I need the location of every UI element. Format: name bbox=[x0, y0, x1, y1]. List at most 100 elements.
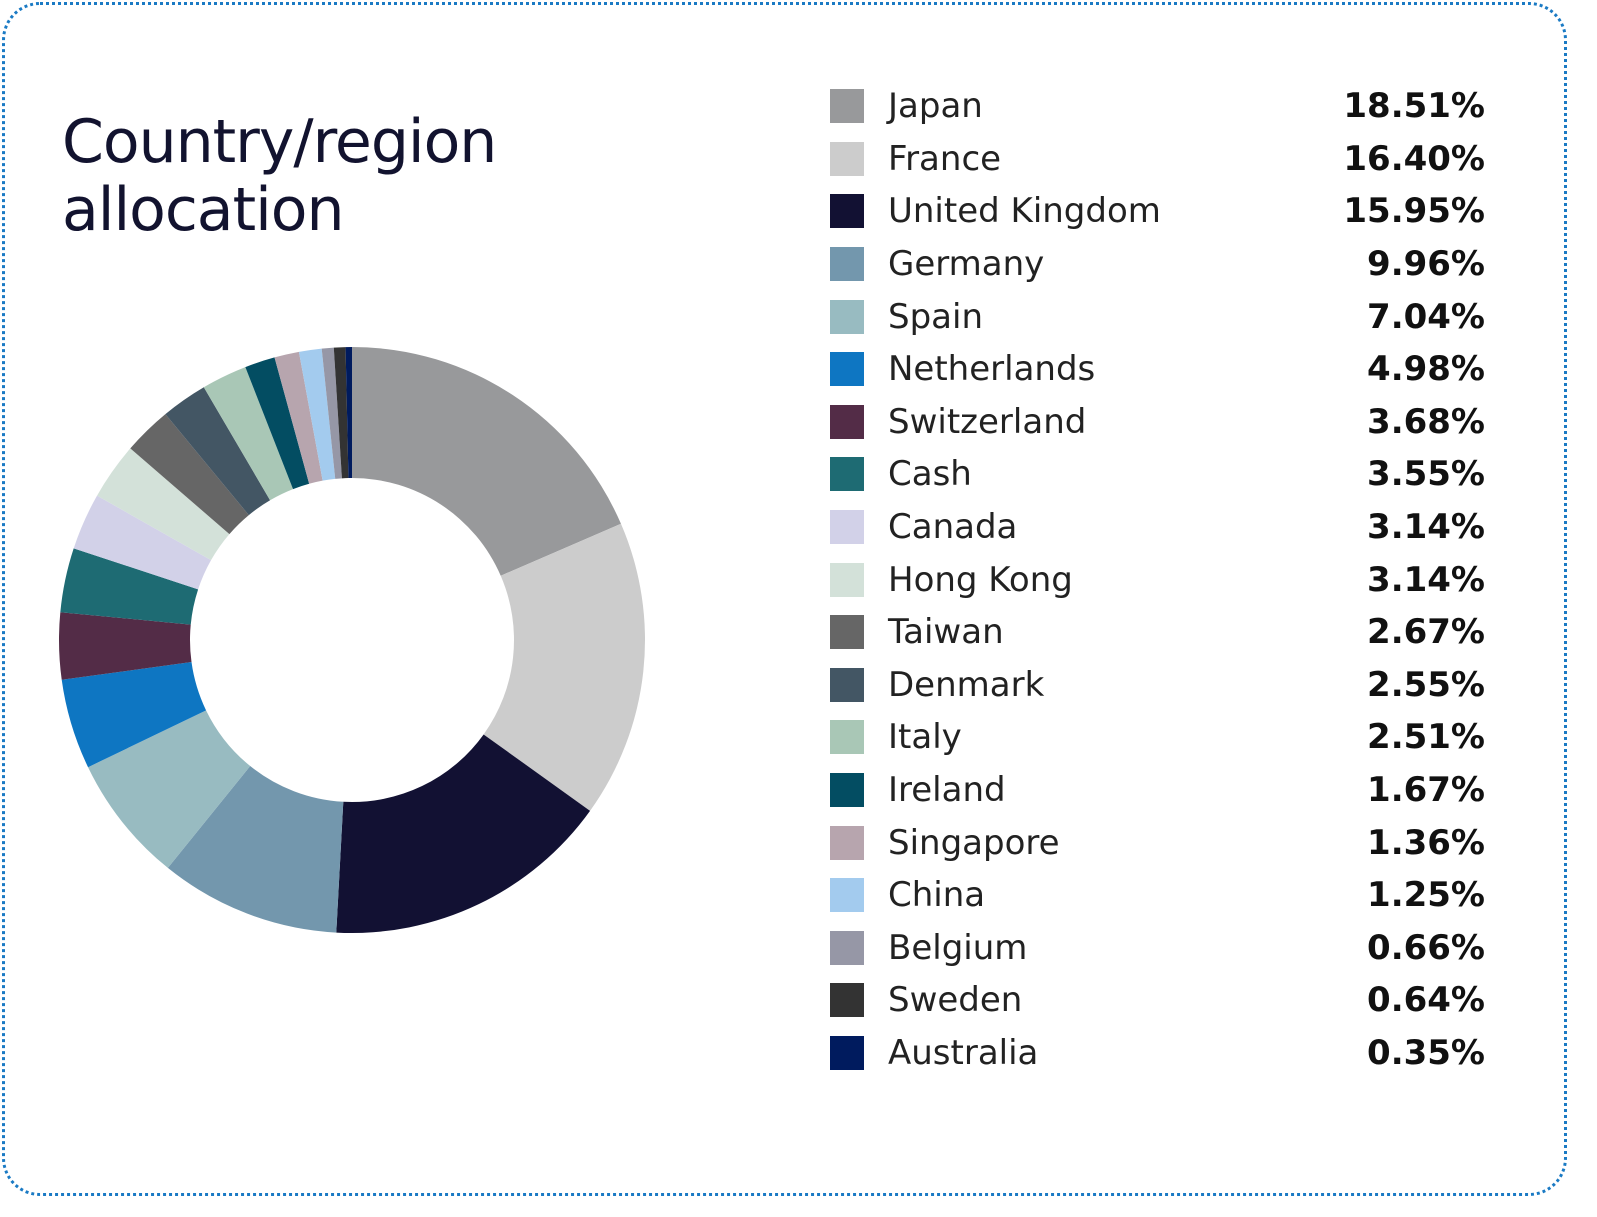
slice-denmark bbox=[165, 387, 271, 516]
legend-item: Denmark 2.55% bbox=[830, 659, 1485, 712]
legend-item: Italy 2.51% bbox=[830, 711, 1485, 764]
legend-value: 0.64% bbox=[1367, 980, 1485, 1021]
legend-value: 0.35% bbox=[1367, 1032, 1485, 1073]
legend-swatch bbox=[830, 457, 864, 492]
legend-value: 18.51% bbox=[1343, 86, 1485, 127]
slice-netherlands bbox=[61, 661, 207, 768]
legend-label: Netherlands bbox=[888, 349, 1096, 390]
legend-label: Taiwan bbox=[888, 612, 1004, 653]
legend-label: Japan bbox=[888, 86, 983, 127]
slice-united-kingdom bbox=[336, 734, 591, 933]
legend-item: Singapore 1.36% bbox=[830, 816, 1485, 869]
legend-label: France bbox=[888, 138, 1002, 179]
legend-item: Cash 3.55% bbox=[830, 448, 1485, 501]
legend-label: Ireland bbox=[888, 770, 1006, 811]
slice-australia bbox=[345, 347, 352, 479]
legend-swatch bbox=[830, 878, 864, 913]
legend-swatch bbox=[830, 983, 864, 1018]
legend-item: United Kingdom 15.95% bbox=[830, 185, 1485, 238]
legend-swatch bbox=[830, 89, 864, 124]
slice-singapore bbox=[274, 351, 323, 484]
slice-spain bbox=[88, 710, 251, 868]
legend-item: Netherlands 4.98% bbox=[830, 343, 1485, 396]
chart-title: Country/region allocation bbox=[62, 108, 522, 244]
legend-label: Denmark bbox=[888, 664, 1045, 705]
legend-item: Spain 7.04% bbox=[830, 290, 1485, 343]
legend-value: 9.96% bbox=[1367, 244, 1485, 285]
legend-item: Ireland 1.67% bbox=[830, 764, 1485, 817]
legend-label: Switzerland bbox=[888, 401, 1087, 442]
slice-taiwan bbox=[130, 414, 249, 535]
legend-value: 3.14% bbox=[1367, 559, 1485, 600]
legend-item: Japan 18.51% bbox=[830, 80, 1485, 133]
legend-item: Germany 9.96% bbox=[830, 238, 1485, 291]
legend-value: 2.51% bbox=[1367, 717, 1485, 758]
legend-item: Belgium 0.66% bbox=[830, 922, 1485, 975]
legend-value: 15.95% bbox=[1343, 191, 1485, 232]
legend-value: 1.25% bbox=[1367, 875, 1485, 916]
legend-label: Belgium bbox=[888, 927, 1028, 968]
legend-label: China bbox=[888, 875, 986, 916]
legend-value: 16.40% bbox=[1343, 138, 1485, 179]
legend-swatch bbox=[830, 773, 864, 808]
legend-swatch bbox=[830, 194, 864, 229]
legend-label: Singapore bbox=[888, 822, 1060, 863]
legend-item: Hong Kong 3.14% bbox=[830, 553, 1485, 606]
slice-china bbox=[298, 348, 336, 481]
legend-swatch bbox=[830, 615, 864, 650]
legend-item: Taiwan 2.67% bbox=[830, 606, 1485, 659]
legend-label: United Kingdom bbox=[888, 191, 1161, 232]
legend-label: Hong Kong bbox=[888, 559, 1073, 600]
legend-value: 0.66% bbox=[1367, 927, 1485, 968]
legend-swatch bbox=[830, 720, 864, 755]
donut-chart bbox=[59, 347, 645, 933]
slice-hong-kong bbox=[97, 448, 230, 561]
slice-italy bbox=[203, 367, 294, 501]
legend-swatch bbox=[830, 562, 864, 597]
slice-canada bbox=[73, 495, 212, 590]
legend-item: China 1.25% bbox=[830, 869, 1485, 922]
legend-swatch bbox=[830, 667, 864, 702]
chart-title-text: Country/region allocation bbox=[62, 107, 497, 245]
slice-japan bbox=[352, 347, 621, 576]
legend-label: Canada bbox=[888, 507, 1018, 548]
slice-ireland bbox=[245, 357, 310, 490]
legend-swatch bbox=[830, 352, 864, 387]
legend-item: Switzerland 3.68% bbox=[830, 396, 1485, 449]
slice-belgium bbox=[321, 347, 342, 479]
legend-item: Australia 0.35% bbox=[830, 1027, 1485, 1080]
slice-sweden bbox=[333, 347, 349, 479]
slice-cash bbox=[60, 548, 199, 625]
slice-germany bbox=[167, 766, 344, 933]
legend-item: France 16.40% bbox=[830, 133, 1485, 186]
legend-value: 4.98% bbox=[1367, 349, 1485, 390]
slice-france bbox=[483, 523, 645, 811]
legend-item: Canada 3.14% bbox=[830, 501, 1485, 554]
slice-switzerland bbox=[59, 612, 192, 680]
legend-value: 7.04% bbox=[1367, 296, 1485, 337]
legend-label: Germany bbox=[888, 244, 1045, 285]
card-frame bbox=[2, 2, 1567, 1196]
legend-value: 3.68% bbox=[1367, 401, 1485, 442]
legend-swatch bbox=[830, 141, 864, 176]
legend-label: Cash bbox=[888, 454, 972, 495]
legend-label: Australia bbox=[888, 1032, 1039, 1073]
legend-value: 2.67% bbox=[1367, 612, 1485, 653]
legend-swatch bbox=[830, 510, 864, 545]
legend-swatch bbox=[830, 404, 864, 439]
legend-swatch bbox=[830, 930, 864, 965]
legend-label: Italy bbox=[888, 717, 962, 758]
legend-value: 1.67% bbox=[1367, 770, 1485, 811]
legend-swatch bbox=[830, 1035, 864, 1070]
legend-swatch bbox=[830, 247, 864, 282]
legend-label: Spain bbox=[888, 296, 983, 337]
legend-value: 1.36% bbox=[1367, 822, 1485, 863]
legend-value: 3.55% bbox=[1367, 454, 1485, 495]
legend-swatch bbox=[830, 825, 864, 860]
legend-swatch bbox=[830, 299, 864, 334]
legend-label: Sweden bbox=[888, 980, 1023, 1021]
legend-value: 2.55% bbox=[1367, 664, 1485, 705]
legend-value: 3.14% bbox=[1367, 507, 1485, 548]
legend: Japan 18.51% France 16.40% United Kingdo… bbox=[830, 80, 1485, 1079]
legend-item: Sweden 0.64% bbox=[830, 974, 1485, 1027]
